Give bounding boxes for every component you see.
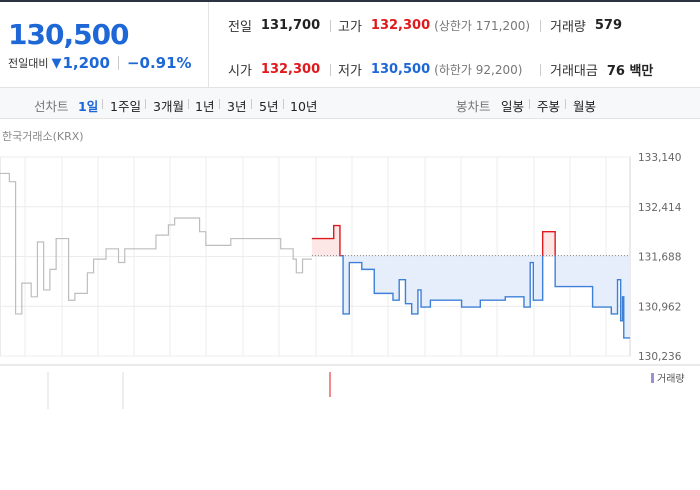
divider bbox=[330, 64, 331, 76]
down-triangle-icon: ▼ bbox=[51, 55, 62, 71]
candle-chart-label: 봉차트 bbox=[456, 99, 491, 114]
period-selector-bar: 선차트 1일 1주일 3개월 1년 3년 5년 10년 봉차트 일봉 주봉 월봉 bbox=[0, 88, 700, 119]
high-cell: 고가 132,300 (상한가 171,200) bbox=[338, 16, 530, 35]
change-divider bbox=[117, 56, 119, 70]
volume-value: 579 bbox=[594, 18, 623, 33]
prev-close-value: 131,700 bbox=[260, 18, 321, 33]
line-chart-label: 선차트 bbox=[34, 99, 69, 114]
period-option-3m[interactable]: 3개월 bbox=[153, 99, 184, 114]
period-option-1w[interactable]: 1주일 bbox=[110, 99, 141, 114]
divider bbox=[145, 99, 146, 109]
divider bbox=[529, 99, 530, 109]
volume-cell: 거래량 579 bbox=[550, 16, 622, 35]
current-price: 130,500 bbox=[8, 18, 130, 51]
change-value: 1,200 bbox=[62, 54, 110, 72]
price-box: 130,500 전일대비 ▼ 1,200 −0.91% bbox=[0, 2, 209, 88]
open-label: 시가 bbox=[228, 64, 252, 79]
period-option-1d[interactable]: 1일 bbox=[78, 99, 99, 114]
volume-swatch bbox=[651, 372, 654, 383]
exchange-label: 한국거래소(KRX) bbox=[2, 130, 84, 143]
period-option-3y[interactable]: 3년 bbox=[227, 99, 247, 114]
trade-value-cell: 거래대금 76 백만 bbox=[550, 60, 653, 79]
candle-option-weekly[interactable]: 주봉 bbox=[537, 99, 561, 114]
open-cell: 시가 132,300 bbox=[228, 60, 320, 79]
period-option-10y[interactable]: 10년 bbox=[290, 99, 318, 114]
today-area-above bbox=[311, 225, 556, 256]
change-percent: −0.91% bbox=[126, 54, 192, 72]
candle-option-monthly[interactable]: 월봉 bbox=[573, 99, 597, 114]
change-label: 전일대비 bbox=[8, 57, 49, 70]
high-label: 고가 bbox=[338, 20, 362, 35]
lower-limit: (하한가 92,200) bbox=[434, 63, 523, 77]
low-label: 저가 bbox=[338, 64, 362, 79]
volume-label: 거래량 bbox=[550, 20, 586, 35]
divider bbox=[540, 20, 541, 32]
low-value: 130,500 bbox=[370, 62, 431, 77]
y-tick-label: 133,140 bbox=[638, 152, 681, 164]
candle-option-daily[interactable]: 일봉 bbox=[501, 99, 525, 114]
divider bbox=[188, 99, 189, 109]
divider bbox=[330, 20, 331, 32]
divider bbox=[219, 99, 220, 109]
divider bbox=[251, 99, 252, 109]
divider bbox=[565, 99, 566, 109]
today-area-below bbox=[311, 255, 630, 338]
prev-close-label: 전일 bbox=[228, 20, 252, 35]
upper-limit: (상한가 171,200) bbox=[434, 19, 531, 33]
trade-value: 76 백만 bbox=[606, 64, 654, 79]
period-option-5y[interactable]: 5년 bbox=[259, 99, 279, 114]
top-border bbox=[0, 0, 700, 2]
y-tick-label: 132,414 bbox=[638, 202, 682, 214]
divider bbox=[540, 64, 541, 76]
divider bbox=[283, 99, 284, 109]
y-tick-label: 130,962 bbox=[638, 301, 681, 313]
period-option-1y[interactable]: 1년 bbox=[195, 99, 215, 114]
y-tick-label: 131,688 bbox=[638, 252, 681, 264]
trade-value-label: 거래대금 bbox=[550, 64, 598, 79]
series-today-down bbox=[339, 255, 630, 339]
change-row: 전일대비 ▼ 1,200 −0.91% bbox=[8, 54, 192, 72]
low-cell: 저가 130,500 (하한가 92,200) bbox=[338, 60, 522, 79]
divider bbox=[102, 99, 103, 109]
series-prev-day bbox=[0, 172, 312, 315]
y-tick-label: 130,236 bbox=[638, 351, 682, 363]
price-chart: 133,140 132,414 131,688 130,962 130,236 bbox=[0, 152, 700, 409]
volume-legend: 거래량 bbox=[651, 370, 685, 385]
high-value: 132,300 bbox=[370, 18, 431, 33]
prev-close-cell: 전일 131,700 bbox=[228, 16, 320, 35]
volume-legend-label: 거래량 bbox=[657, 374, 685, 385]
open-value: 132,300 bbox=[260, 62, 321, 77]
quote-summary: 130,500 전일대비 ▼ 1,200 −0.91% 전일 131,700 고… bbox=[0, 2, 700, 88]
